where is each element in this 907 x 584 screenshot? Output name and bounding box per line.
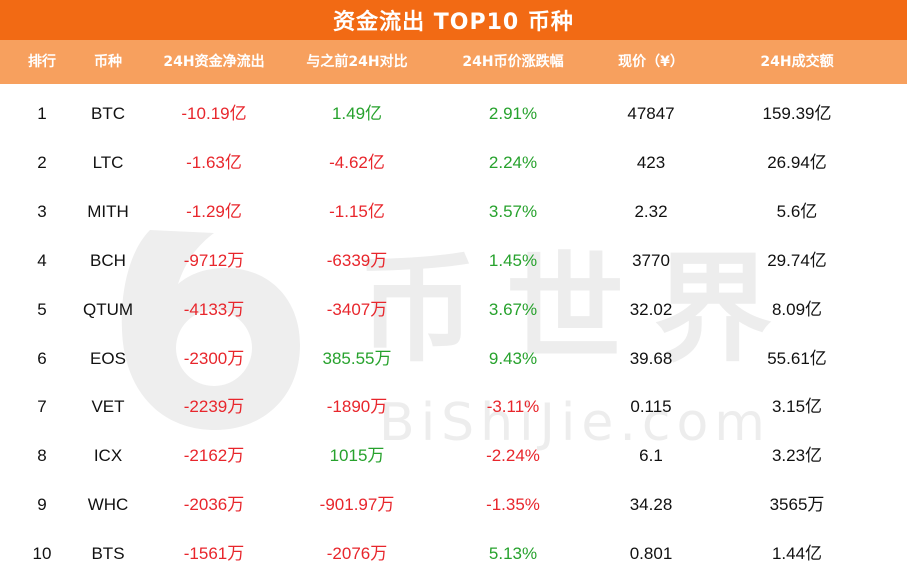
outflow-cell: -2036万: [183, 495, 245, 515]
table-row: 7 VET -2239万 -1890万 -3.11% 0.115 3.15亿: [0, 377, 907, 426]
compare-cell: -1890万: [326, 397, 388, 417]
title-bar: 资金流出 TOP10 币种: [0, 0, 907, 40]
table-row: 9 WHC -2036万 -901.97万 -1.35% 34.28 3565万: [0, 475, 907, 524]
header-rank: 排行: [28, 54, 56, 70]
coin-cell: LTC: [92, 152, 124, 172]
price-cell: 0.115: [630, 397, 672, 417]
change-cell: 3.67%: [488, 299, 538, 319]
compare-cell: -6339万: [326, 250, 388, 270]
compare-cell: 1.49亿: [331, 104, 383, 123]
outflow-cell: -9712万: [183, 250, 245, 270]
price-cell: 423: [636, 152, 666, 172]
coin-cell: VET: [91, 397, 125, 417]
price-cell: 34.28: [629, 495, 673, 515]
outflow-cell: -2300万: [183, 348, 245, 368]
coin-cell: BTC: [91, 104, 125, 123]
price-cell: 6.1: [639, 446, 663, 466]
header-compare: 与之前24H对比: [306, 54, 408, 70]
header-price: 现价（¥）: [618, 54, 684, 70]
page-title: 资金流出 TOP10 币种: [333, 10, 574, 35]
rank-cell: 3: [37, 201, 47, 221]
outflow-cell: -2239万: [183, 397, 245, 417]
table-row: 10 BTS -1561万 -2076万 5.13% 0.801 1.44亿: [0, 524, 907, 573]
volume-cell: 8.09亿: [771, 299, 823, 319]
compare-cell: 385.55万: [322, 348, 392, 368]
price-cell: 32.02: [629, 299, 673, 319]
coin-cell: QTUM: [82, 299, 134, 319]
volume-cell: 1.44亿: [771, 544, 823, 564]
change-cell: -2.24%: [486, 446, 540, 466]
table-row: 8 ICX -2162万 1015万 -2.24% 6.1 3.23亿: [0, 426, 907, 475]
rank-cell: 1: [37, 104, 47, 123]
rank-cell: 8: [37, 446, 47, 466]
change-cell: 2.91%: [488, 104, 538, 123]
outflow-cell: -1.63亿: [186, 152, 242, 172]
outflow-cell: -4133万: [183, 299, 245, 319]
change-cell: 5.13%: [488, 544, 538, 564]
change-cell: 3.57%: [488, 201, 538, 221]
outflow-cell: -10.19亿: [181, 104, 247, 123]
rank-cell: 2: [37, 152, 47, 172]
rank-cell: 7: [37, 397, 47, 417]
volume-cell: 5.6亿: [776, 201, 818, 221]
compare-cell: 1015万: [329, 446, 385, 466]
compare-cell: -4.62亿: [329, 152, 385, 172]
price-cell: 0.801: [629, 544, 673, 564]
coin-cell: MITH: [87, 201, 129, 221]
outflow-cell: -2162万: [183, 446, 245, 466]
change-cell: -1.35%: [486, 495, 540, 515]
rank-cell: 4: [37, 250, 47, 270]
coin-cell: BTS: [91, 544, 125, 564]
volume-cell: 29.74亿: [767, 250, 827, 270]
table-body: 1 BTC -10.19亿 1.49亿 2.91% 47847 159.39亿 2 LTC -1.…: [0, 84, 907, 573]
change-cell: 2.24%: [488, 152, 538, 172]
compare-cell: -1.15亿: [329, 201, 385, 221]
volume-cell: 3.15亿: [771, 397, 823, 417]
table-row: 2 LTC -1.63亿 -4.62亿 2.24% 423 26.94亿: [0, 133, 907, 182]
coin-cell: WHC: [87, 495, 129, 515]
outflow-cell: -1.29亿: [186, 201, 242, 221]
price-cell: 39.68: [629, 348, 673, 368]
rank-cell: 5: [37, 299, 47, 319]
table-row: 5 QTUM -4133万 -3407万 3.67% 32.02 8.09亿: [0, 280, 907, 329]
rank-cell: 9: [37, 495, 47, 515]
header-volume: 24H成交额: [760, 54, 834, 70]
rank-cell: 6: [37, 348, 47, 368]
compare-cell: -2076万: [326, 544, 388, 564]
table-row: 3 MITH -1.29亿 -1.15亿 3.57% 2.32 5.6亿: [0, 182, 907, 231]
header-coin: 币种: [94, 54, 122, 70]
table-row: 1 BTC -10.19亿 1.49亿 2.91% 47847 159.39亿: [0, 84, 907, 133]
table-row: 6 EOS -2300万 385.55万 9.43% 39.68 55.61亿: [0, 329, 907, 378]
volume-cell: 3565万: [769, 495, 825, 515]
compare-cell: -901.97万: [319, 495, 395, 515]
change-cell: 9.43%: [488, 348, 538, 368]
coin-cell: ICX: [93, 446, 123, 466]
price-cell: 2.32: [634, 201, 668, 221]
coin-cell: EOS: [90, 348, 126, 368]
price-cell: 47847: [627, 104, 675, 123]
header-change: 24H币价涨跌幅: [462, 54, 564, 70]
volume-cell: 26.94亿: [767, 152, 827, 172]
rank-cell: 10: [32, 544, 52, 564]
header-outflow: 24H资金净流出: [163, 54, 265, 70]
table-row: 4 BCH -9712万 -6339万 1.45% 3770 29.74亿: [0, 231, 907, 280]
volume-cell: 55.61亿: [767, 348, 827, 368]
volume-cell: 3.23亿: [771, 446, 823, 466]
outflow-cell: -1561万: [183, 544, 245, 564]
change-cell: -3.11%: [486, 397, 540, 417]
table-header: 排行 币种 24H资金净流出 与之前24H对比 24H币价涨跌幅 现价（¥） 2…: [0, 40, 907, 84]
change-cell: 1.45%: [488, 250, 538, 270]
volume-cell: 159.39亿: [762, 104, 832, 123]
price-cell: 3770: [632, 250, 670, 270]
coin-cell: BCH: [90, 250, 126, 270]
compare-cell: -3407万: [326, 299, 388, 319]
